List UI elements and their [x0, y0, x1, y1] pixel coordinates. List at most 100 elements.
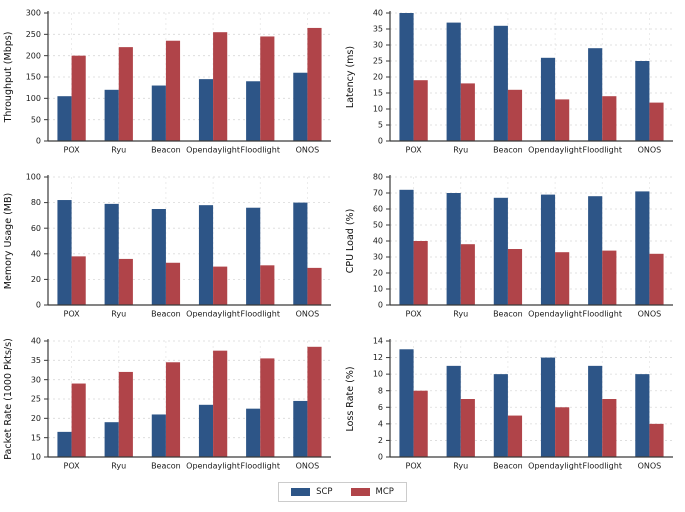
svg-text:Beacon: Beacon — [151, 462, 181, 471]
svg-text:Latency (ms): Latency (ms) — [345, 46, 356, 108]
svg-text:ONOS: ONOS — [638, 146, 662, 155]
svg-text:30: 30 — [31, 375, 41, 384]
svg-text:150: 150 — [26, 73, 41, 82]
svg-text:25: 25 — [31, 395, 41, 404]
svg-text:Floodlight: Floodlight — [583, 310, 622, 319]
svg-text:20: 20 — [373, 73, 383, 82]
chart-throughput: 0 50 100 150 200 250 300 POX Ryu Beacon Opendaylig… — [0, 0, 342, 164]
svg-text:Floodlight: Floodlight — [241, 146, 280, 155]
svg-text:40: 40 — [31, 249, 41, 258]
svg-text:15: 15 — [31, 433, 41, 442]
svg-text:Ryu: Ryu — [453, 310, 468, 319]
svg-text:Loss Rate (%): Loss Rate (%) — [345, 366, 356, 431]
svg-text:ONOS: ONOS — [296, 310, 320, 319]
svg-text:80: 80 — [373, 173, 383, 182]
svg-text:100: 100 — [26, 173, 41, 182]
svg-text:60: 60 — [31, 224, 41, 233]
svg-text:Throughput (Mbps): Throughput (Mbps) — [3, 32, 14, 124]
svg-text:4: 4 — [378, 419, 383, 428]
legend-label-mcp: MCP — [375, 487, 394, 497]
chart-latency: 0 5 10 15 20 25 30 35 40 POX Ryu Beacon Opendaylight… — [342, 0, 684, 164]
svg-text:Ryu: Ryu — [111, 462, 126, 471]
legend: SCP MCP — [278, 482, 407, 502]
svg-text:Opendaylight: Opendaylight — [528, 146, 582, 155]
svg-text:40: 40 — [373, 9, 383, 18]
svg-text:20: 20 — [31, 414, 41, 423]
legend-item-mcp: MCP — [350, 487, 394, 497]
svg-text:40: 40 — [31, 337, 41, 346]
svg-text:Ryu: Ryu — [111, 146, 126, 155]
svg-text:0: 0 — [378, 301, 383, 310]
svg-text:Ryu: Ryu — [453, 462, 468, 471]
svg-text:Floodlight: Floodlight — [583, 462, 622, 471]
svg-text:ONOS: ONOS — [296, 146, 320, 155]
svg-text:POX: POX — [406, 310, 423, 319]
chart-svg: 0 20 40 60 80 100 POX Ryu Beacon Opendaylight Floo… — [3, 173, 331, 319]
svg-text:80: 80 — [31, 198, 41, 207]
svg-text:50: 50 — [31, 115, 41, 124]
svg-text:40: 40 — [373, 237, 383, 246]
svg-text:POX: POX — [406, 462, 423, 471]
svg-text:20: 20 — [373, 269, 383, 278]
svg-text:10: 10 — [373, 370, 383, 379]
svg-text:ONOS: ONOS — [638, 310, 662, 319]
svg-text:10: 10 — [31, 453, 41, 462]
svg-text:0: 0 — [378, 453, 383, 462]
svg-text:0: 0 — [378, 137, 383, 146]
svg-text:Opendaylight: Opendaylight — [186, 146, 240, 155]
svg-text:POX: POX — [64, 310, 81, 319]
svg-text:Floodlight: Floodlight — [241, 462, 280, 471]
svg-text:50: 50 — [373, 221, 383, 230]
svg-text:0: 0 — [36, 137, 41, 146]
svg-text:Beacon: Beacon — [493, 146, 523, 155]
chart-loss-rate: 0 2 4 6 8 10 12 14 POX Ryu Beacon Opendaylight Flood… — [342, 328, 684, 480]
svg-text:30: 30 — [373, 41, 383, 50]
svg-text:Ryu: Ryu — [453, 146, 468, 155]
svg-text:Opendaylight: Opendaylight — [528, 462, 582, 471]
svg-text:35: 35 — [373, 25, 383, 34]
svg-text:Packet Rate (1000 Pkts/s): Packet Rate (1000 Pkts/s) — [3, 338, 14, 460]
svg-text:Beacon: Beacon — [493, 310, 523, 319]
legend-label-scp: SCP — [316, 487, 333, 497]
svg-text:Beacon: Beacon — [493, 462, 523, 471]
svg-text:Opendaylight: Opendaylight — [186, 462, 240, 471]
svg-text:25: 25 — [373, 57, 383, 66]
chart-packet-rate: 10 15 20 25 30 35 40 POX Ryu Beacon Opendaylight Fl… — [0, 328, 342, 480]
svg-text:6: 6 — [378, 403, 383, 412]
chart-svg: 0 50 100 150 200 250 300 POX Ryu Beacon Opendaylig… — [3, 9, 331, 155]
chart-svg: 0 2 4 6 8 10 12 14 POX Ryu Beacon Opendaylight Flood… — [345, 337, 673, 471]
scp-color-swatch — [291, 488, 311, 496]
svg-text:20: 20 — [31, 275, 41, 284]
svg-text:300: 300 — [26, 9, 41, 18]
svg-text:8: 8 — [378, 386, 383, 395]
chart-memory-usage: 0 20 40 60 80 100 POX Ryu Beacon Opendaylight Floo… — [0, 164, 342, 328]
svg-text:Floodlight: Floodlight — [241, 310, 280, 319]
svg-text:POX: POX — [64, 146, 81, 155]
svg-text:10: 10 — [373, 105, 383, 114]
svg-text:Beacon: Beacon — [151, 310, 181, 319]
svg-text:Ryu: Ryu — [111, 310, 126, 319]
svg-text:100: 100 — [26, 94, 41, 103]
svg-text:200: 200 — [26, 51, 41, 60]
svg-text:12: 12 — [373, 353, 383, 362]
svg-text:5: 5 — [378, 121, 383, 130]
svg-text:250: 250 — [26, 30, 41, 39]
legend-row: SCP MCP — [0, 480, 685, 512]
svg-text:70: 70 — [373, 189, 383, 198]
svg-text:15: 15 — [373, 89, 383, 98]
svg-text:Opendaylight: Opendaylight — [528, 310, 582, 319]
svg-text:CPU Load (%): CPU Load (%) — [345, 209, 356, 274]
chart-cpu-load: 0 10 20 30 40 50 60 70 80 POX Ryu Beacon Opendayligh… — [342, 164, 684, 328]
chart-svg: 0 10 20 30 40 50 60 70 80 POX Ryu Beacon Opendayligh… — [345, 173, 673, 319]
chart-svg: 0 5 10 15 20 25 30 35 40 POX Ryu Beacon Opendaylight… — [345, 9, 673, 155]
svg-text:60: 60 — [373, 205, 383, 214]
svg-text:14: 14 — [373, 337, 383, 346]
svg-text:35: 35 — [31, 356, 41, 365]
svg-text:Opendaylight: Opendaylight — [186, 310, 240, 319]
svg-text:Memory Usage (MB): Memory Usage (MB) — [3, 193, 14, 289]
chart-svg: 10 15 20 25 30 35 40 POX Ryu Beacon Opendaylight Fl… — [3, 337, 331, 471]
svg-text:ONOS: ONOS — [638, 462, 662, 471]
charts-grid: 0 50 100 150 200 250 300 POX Ryu Beacon Opendaylig… — [0, 0, 684, 480]
mcp-color-swatch — [350, 488, 370, 496]
svg-text:POX: POX — [64, 462, 81, 471]
